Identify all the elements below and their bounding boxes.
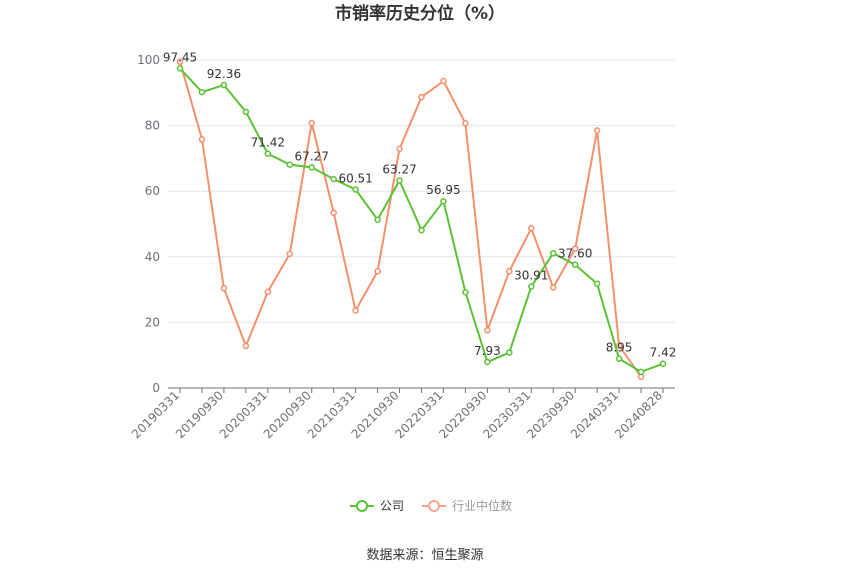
y-tick-label: 100 <box>137 53 160 67</box>
data-label: 63.27 <box>382 162 416 176</box>
data-label: 8.95 <box>606 341 633 355</box>
data-point <box>506 349 513 356</box>
data-point <box>308 119 315 127</box>
y-tick-label: 20 <box>145 315 160 329</box>
series-line <box>179 61 642 378</box>
legend-label: 公司 <box>380 499 404 513</box>
data-point <box>528 283 535 290</box>
y-tick-label: 40 <box>145 250 160 264</box>
data-point <box>352 307 359 314</box>
data-point <box>528 225 535 232</box>
data-point <box>242 108 250 116</box>
data-point <box>220 81 228 89</box>
data-point <box>637 368 645 376</box>
data-label: 7.42 <box>650 346 677 360</box>
data-point <box>484 358 491 366</box>
data-label: 30.91 <box>514 269 548 283</box>
data-point <box>418 226 425 234</box>
data-label: 7.93 <box>474 344 501 358</box>
data-point <box>418 93 425 101</box>
y-axis-ticks: 0 20 40 60 80 100 <box>137 53 160 395</box>
data-labels: 97.45 92.36 71.42 67.27 60.51 63.27 56.95 7.93 3… <box>163 50 677 359</box>
data-point <box>286 161 294 168</box>
data-point <box>615 355 623 362</box>
data-point <box>176 65 184 72</box>
x-axis: 2019033120190930202003312020093020210331… <box>129 387 675 441</box>
data-point <box>549 249 557 257</box>
data-point <box>571 261 579 268</box>
data-point <box>396 177 403 184</box>
data-point <box>462 288 469 296</box>
data-point <box>198 88 206 96</box>
data-point <box>462 120 469 127</box>
series-line <box>179 67 664 373</box>
y-tick-label: 0 <box>152 381 160 395</box>
data-point <box>176 58 184 65</box>
data-label: 71.42 <box>251 136 285 150</box>
legend-swatch-marker <box>428 500 440 512</box>
data-point <box>264 288 272 296</box>
y-tick-label: 60 <box>145 184 160 198</box>
series-layer <box>176 58 667 381</box>
data-point <box>440 197 447 205</box>
data-label: 67.27 <box>295 149 329 163</box>
legend-swatch-marker <box>356 500 368 512</box>
data-point <box>374 267 381 275</box>
data-point <box>506 267 513 275</box>
data-point <box>330 175 337 183</box>
source-note: 数据来源：恒生聚源 <box>366 548 483 563</box>
data-label: 56.95 <box>426 183 460 197</box>
y-tick-label: 80 <box>145 119 160 133</box>
data-label: 97.45 <box>163 50 197 64</box>
data-point <box>220 285 228 292</box>
chart-title: 市销率历史分位（%） <box>335 3 505 24</box>
data-point <box>484 327 491 334</box>
data-point <box>352 186 359 193</box>
data-point <box>549 284 557 291</box>
data-point <box>198 136 206 143</box>
data-label: 92.36 <box>207 67 241 81</box>
data-label: 37.60 <box>558 247 592 261</box>
data-label: 60.51 <box>338 172 372 186</box>
data-point <box>593 127 601 134</box>
legend-label: 行业中位数 <box>452 498 512 513</box>
data-point <box>593 280 601 287</box>
legend[interactable]: 公司 行业中位数 <box>350 498 512 513</box>
data-point <box>330 209 337 217</box>
data-point <box>242 342 250 350</box>
data-point <box>286 250 294 258</box>
data-point <box>571 245 579 252</box>
data-point <box>374 216 381 223</box>
data-point <box>440 77 447 85</box>
data-point <box>396 145 403 153</box>
data-point <box>264 150 272 157</box>
x-tick-label: 20240828 <box>612 388 665 441</box>
data-point <box>615 342 623 349</box>
data-point <box>308 164 315 171</box>
data-point <box>659 360 667 367</box>
